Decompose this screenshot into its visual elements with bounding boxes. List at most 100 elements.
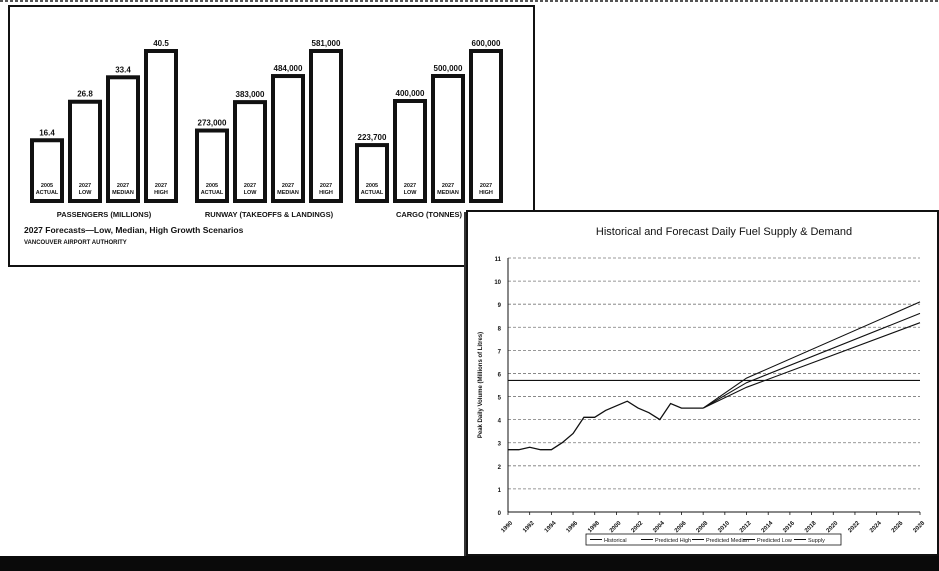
bar-category-label: ACTUAL	[201, 190, 224, 196]
bar-category-label: LOW	[79, 190, 93, 196]
y-tick-label: 3	[498, 442, 502, 448]
bar-value-label: 383,000	[236, 90, 265, 99]
series-line-predicted-low	[702, 322, 921, 409]
y-tick-label: 7	[498, 349, 502, 355]
bar-category-label: 2027	[442, 183, 454, 189]
bar-value-label: 223,700	[358, 133, 387, 142]
bar-value-label: 600,000	[472, 39, 501, 48]
y-tick-label: 1	[498, 488, 502, 494]
bar-category-label: 2027	[480, 183, 492, 189]
bottom-dark-bar	[0, 556, 939, 571]
bar-runway-takeoffs-landings-2027-median	[271, 74, 305, 203]
bar-category-label: LOW	[244, 190, 258, 196]
legend-label-predicted-high: Predicted High	[655, 538, 691, 544]
x-tick-label: 2012	[739, 520, 753, 534]
y-tick-label: 11	[495, 257, 502, 263]
x-tick-label: 2028	[912, 520, 926, 534]
series-line-predicted-median	[702, 312, 921, 409]
bar-category-label: 2027	[320, 183, 332, 189]
airport-forecast-chart: 16.42005ACTUAL26.82027LOW33.42027MEDIAN4…	[24, 39, 503, 246]
bar-category-label: 2027	[155, 183, 167, 189]
bar-category-label: 2027	[79, 183, 91, 189]
series-line-predicted-high	[702, 301, 921, 409]
fuel-supply-chart: Historical and Forecast Daily Fuel Suppl…	[478, 226, 927, 546]
bar-value-label: 400,000	[396, 89, 425, 98]
legend-label-predicted-low: Predicted Low	[757, 538, 792, 544]
x-tick-label: 2026	[891, 520, 905, 534]
x-tick-label: 2020	[826, 520, 840, 534]
bar-cargo-tonnes-2027-median	[431, 74, 465, 203]
x-tick-label: 2018	[804, 520, 818, 534]
group-label-cargo-tonnes: CARGO (TONNES)	[396, 210, 463, 219]
legend-label-historical: Historical	[604, 538, 627, 544]
bar-category-label: MEDIAN	[112, 190, 134, 196]
x-tick-label: 2004	[652, 520, 666, 534]
bar-category-label: 2005	[366, 183, 378, 189]
bar-runway-takeoffs-landings-2027-high	[309, 49, 343, 203]
bar-category-label: MEDIAN	[437, 190, 459, 196]
x-tick-label: 2022	[847, 520, 861, 534]
y-tick-label: 5	[498, 396, 502, 402]
group-label-runway-takeoffs-landings: RUNWAY (TAKEOFFS & LANDINGS)	[205, 210, 334, 219]
x-tick-label: 2024	[869, 520, 883, 534]
left-chart-subtitle: VANCOUVER AIRPORT AUTHORITY	[24, 240, 127, 246]
bar-category-label: 2027	[404, 183, 416, 189]
bar-runway-takeoffs-landings-2027-low	[233, 100, 267, 203]
bar-value-label: 40.5	[153, 39, 169, 48]
x-tick-label: 2006	[674, 520, 688, 534]
bar-category-label: HIGH	[154, 190, 168, 196]
bar-cargo-tonnes-2005-actual	[355, 143, 389, 203]
bar-value-label: 26.8	[77, 90, 93, 99]
bar-cargo-tonnes-2027-low	[393, 99, 427, 203]
bar-category-label: 2005	[206, 183, 218, 189]
bar-passengers-millions-2005-actual	[30, 138, 64, 204]
y-tick-label: 0	[498, 511, 502, 517]
bar-category-label: 2027	[244, 183, 256, 189]
bar-passengers-millions-2027-high	[144, 49, 178, 203]
bar-cargo-tonnes-2027-high	[469, 49, 503, 203]
bar-value-label: 581,000	[312, 39, 341, 48]
x-tick-label: 2014	[761, 520, 775, 534]
top-dashed-border	[0, 0, 939, 2]
bar-value-label: 273,000	[198, 119, 227, 128]
bar-category-label: HIGH	[319, 190, 333, 196]
x-tick-label: 1990	[500, 520, 514, 534]
bar-category-label: 2027	[282, 183, 294, 189]
x-tick-label: 2000	[609, 520, 623, 534]
y-tick-label: 8	[498, 326, 502, 332]
group-label-passengers-millions: PASSENGERS (MILLIONS)	[57, 210, 152, 219]
bar-value-label: 500,000	[434, 64, 463, 73]
x-tick-label: 1998	[587, 520, 601, 534]
bar-category-label: 2027	[117, 183, 129, 189]
bar-category-label: ACTUAL	[361, 190, 384, 196]
x-tick-label: 2016	[782, 520, 796, 534]
x-tick-label: 2010	[717, 520, 731, 534]
bar-category-label: LOW	[404, 190, 418, 196]
x-tick-label: 1996	[566, 520, 580, 534]
bar-category-label: 2005	[41, 183, 53, 189]
bar-runway-takeoffs-landings-2005-actual	[195, 128, 229, 203]
x-tick-label: 2008	[696, 520, 710, 534]
series-line-historical	[508, 400, 704, 451]
y-tick-label: 6	[498, 372, 502, 378]
y-tick-label: 10	[494, 280, 501, 286]
airport-forecast-panel: 16.4 2005 ACTUAL 26.8 2027 LOW 33.4 2027 MEDIAN 4…	[8, 5, 535, 267]
y-tick-label: 9	[498, 303, 502, 309]
right-chart-title: Historical and Forecast Daily Fuel Suppl…	[596, 226, 852, 238]
bar-value-label: 16.4	[39, 128, 55, 137]
bar-value-label: 484,000	[274, 64, 303, 73]
bar-category-label: MEDIAN	[277, 190, 299, 196]
y-tick-label: 4	[498, 419, 502, 425]
legend-label-predicted-median: Predicted Median	[706, 538, 749, 544]
x-tick-label: 2002	[631, 520, 645, 534]
left-chart-title: 2027 Forecasts—Low, Median, High Growth …	[24, 225, 244, 235]
y-tick-label: 2	[498, 465, 502, 471]
x-tick-label: 1994	[544, 520, 558, 534]
bar-value-label: 33.4	[115, 65, 131, 74]
fuel-supply-panel: Historical and Forecast Daily Fuel Suppl…	[466, 210, 939, 556]
legend-box	[585, 533, 842, 546]
bar-passengers-millions-2027-low	[68, 99, 102, 203]
bar-category-label: HIGH	[479, 190, 493, 196]
y-axis-label: Peak Daily Volume (Millions of Litres)	[478, 332, 484, 438]
